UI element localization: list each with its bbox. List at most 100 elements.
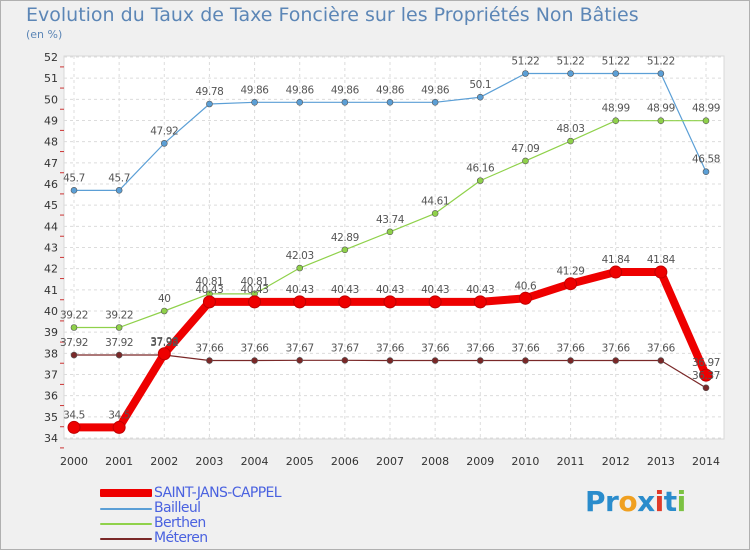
data-label: 36.97 [692, 357, 720, 369]
data-point [67, 420, 81, 434]
data-point [612, 117, 620, 125]
data-point [567, 357, 574, 364]
data-point [431, 98, 439, 106]
data-label: 40.43 [331, 284, 359, 296]
data-point [70, 324, 78, 331]
data-point [160, 307, 168, 315]
data-point [428, 295, 442, 309]
data-point [657, 357, 665, 364]
data-label: 42.03 [286, 250, 314, 262]
data-label: 37.67 [286, 342, 314, 354]
data-point [702, 117, 710, 125]
x-tick-label: 2004 [241, 455, 269, 468]
y-tick-label: 41 [44, 284, 58, 297]
data-label: 37.92 [150, 337, 178, 349]
data-label: 44.61 [421, 195, 449, 207]
y-tick-label: 49 [44, 115, 58, 128]
data-point [702, 384, 710, 392]
data-label: 47.92 [150, 125, 178, 137]
data-point [248, 295, 262, 309]
data-label: 40.81 [241, 276, 269, 288]
data-label: 37.66 [376, 343, 405, 355]
data-label: 51.22 [602, 56, 630, 68]
legend-label: SAINT-JANS-CAPPEL [154, 485, 282, 501]
data-label: 48.03 [557, 123, 585, 135]
data-point [157, 347, 171, 361]
legend-swatch-bailleul [100, 508, 152, 510]
y-tick-label: 48 [44, 136, 58, 149]
data-label: 48.99 [647, 103, 675, 115]
x-tick-label: 2010 [511, 455, 539, 468]
y-tick-label: 44 [44, 220, 58, 233]
y-tick-label: 36 [44, 390, 58, 403]
data-label: 51.22 [511, 56, 539, 68]
data-label: 46.58 [692, 154, 720, 166]
data-point [522, 157, 529, 165]
x-tick-label: 2000 [60, 455, 88, 468]
x-tick-label: 2007 [376, 455, 404, 468]
x-tick-label: 2003 [195, 455, 223, 468]
data-point [564, 277, 578, 291]
data-point [702, 168, 710, 176]
y-tick-label: 51 [44, 72, 58, 85]
data-point [567, 70, 574, 77]
y-tick-label: 45 [44, 199, 58, 212]
data-point [341, 98, 349, 106]
data-point [699, 368, 713, 382]
data-label: 39.22 [60, 310, 88, 322]
data-point [383, 295, 397, 309]
x-tick-label: 2006 [331, 455, 359, 468]
data-label: 40.43 [421, 284, 449, 296]
y-axis: 34 35 36 37 38 39 40 41 42 43 44 45 46 47 48 49 50 51 52 [44, 51, 64, 449]
data-label: 40.43 [241, 284, 269, 296]
data-label: 40.43 [195, 284, 223, 296]
data-label: 48.99 [602, 103, 630, 115]
data-point [338, 295, 352, 309]
data-label: 51.22 [557, 56, 585, 68]
data-label: 47.09 [511, 143, 539, 155]
proxiti-logo: Proxiti [585, 485, 686, 518]
data-label: 49.78 [195, 86, 223, 98]
data-point [612, 70, 620, 77]
data-point [654, 265, 668, 279]
legend-swatch-berthen [100, 523, 152, 525]
y-tick-label: 37 [44, 369, 58, 382]
data-label: 40.43 [286, 284, 314, 296]
data-label: 48.99 [692, 103, 720, 115]
chart-title: Evolution du Taux de Taxe Foncière sur l… [26, 4, 639, 26]
data-point [160, 140, 168, 147]
data-point [657, 117, 665, 125]
data-point [609, 265, 623, 279]
data-label: 41.84 [602, 254, 631, 266]
data-point [293, 295, 307, 309]
legend-label: Berthen [154, 515, 206, 531]
data-label: 34.5 [108, 409, 130, 421]
chart-subtitle: (en %) [26, 28, 63, 41]
data-label: 40.81 [195, 276, 223, 288]
x-tick-label: 2002 [150, 455, 178, 468]
data-point [431, 210, 439, 217]
data-label: 40.43 [376, 284, 404, 296]
data-label: 37.66 [557, 343, 586, 355]
data-label: 49.86 [241, 84, 270, 96]
y-tick-label: 42 [44, 263, 58, 276]
data-point [341, 357, 349, 364]
data-point [476, 93, 484, 101]
data-label: 49.86 [376, 84, 405, 96]
data-point [431, 357, 439, 364]
data-point [296, 357, 304, 364]
data-label: 37.66 [421, 343, 450, 355]
data-point [206, 100, 213, 108]
data-point [518, 291, 532, 305]
data-point [476, 177, 484, 184]
data-label: 37.66 [195, 343, 224, 355]
y-tick-label: 39 [44, 326, 58, 339]
data-point [473, 295, 487, 309]
data-label: 49.86 [286, 84, 315, 96]
x-axis: 2000 2001 2002 2003 2004 2005 2006 2007 2008 2009… [60, 455, 720, 468]
data-label: 40 [158, 293, 171, 305]
x-tick-label: 2005 [286, 455, 314, 468]
data-point [296, 264, 304, 272]
data-label: 37.66 [466, 343, 495, 355]
